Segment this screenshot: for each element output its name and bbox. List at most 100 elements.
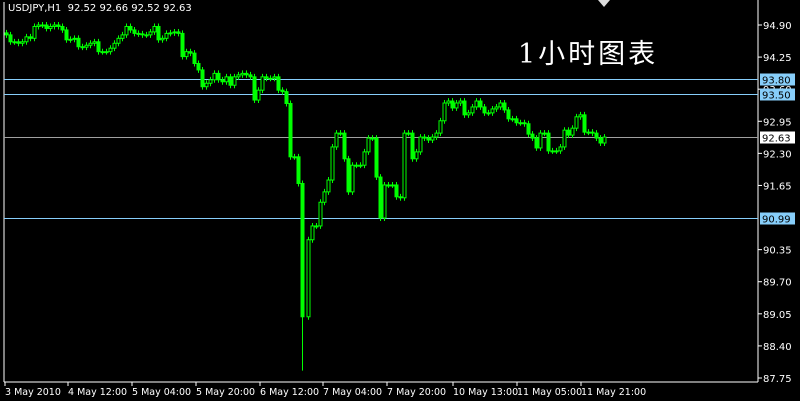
candle-bear [180, 32, 185, 58]
candle-bull [570, 127, 575, 136]
candle-bull [260, 76, 265, 91]
candle-bull [366, 137, 371, 153]
candle-bull [84, 44, 89, 48]
candle-bull [458, 100, 463, 104]
candle-bull [418, 136, 423, 153]
candle-bear [478, 100, 483, 108]
price-label-box [760, 212, 795, 225]
candle-bull [518, 122, 523, 125]
candle-bull [88, 42, 93, 46]
candle-bear [506, 109, 511, 120]
candle-bear [140, 33, 145, 36]
candle-bull [24, 36, 29, 43]
candle-bear [132, 29, 137, 34]
candle-bear [514, 118, 519, 124]
candle-bull [498, 102, 503, 108]
candle-bull [224, 76, 229, 83]
candle-bull [362, 151, 367, 166]
candle-bull [322, 191, 327, 203]
candle-bull [92, 41, 97, 44]
candle-bull [32, 25, 37, 39]
candle-bull [414, 151, 419, 160]
candle-bear [422, 136, 427, 139]
candle-bear [192, 52, 197, 65]
symbol-readout: USDJPY,H1 92.52 92.66 92.52 92.63 [8, 3, 192, 14]
candle-bull [454, 102, 459, 109]
candle-bull [124, 25, 129, 36]
candle-bull [586, 131, 591, 134]
candle-bull [538, 132, 543, 149]
candle-bear [44, 24, 49, 29]
price-label-90.99: 90.99 [762, 215, 791, 226]
y-tick-label: 89.05 [763, 310, 792, 321]
candle-bull [578, 114, 583, 118]
price-label-92.63: 92.63 [762, 134, 791, 145]
candle-bull [306, 239, 311, 318]
candle-bull [160, 37, 165, 41]
x-tick-label: 7 May 04:00 [323, 387, 382, 398]
candle-bear [284, 91, 289, 104]
x-tick-label: 11 May 21:00 [581, 387, 646, 398]
candle-bull [358, 164, 363, 167]
candle-bull [240, 72, 245, 76]
candle-bear [220, 79, 225, 83]
candle-bear [534, 137, 539, 149]
candle-bull [12, 41, 17, 44]
candle-bear [188, 51, 193, 54]
candle-bear [16, 41, 21, 44]
candle-bull [314, 225, 319, 228]
candle-bull [386, 184, 391, 187]
candle-bull [100, 51, 105, 54]
candle-bear [8, 34, 13, 43]
candle-bear [28, 36, 33, 39]
candle-bull [354, 164, 359, 167]
candle-bear [216, 72, 221, 81]
candle-bull [338, 132, 343, 135]
candle-bull [104, 51, 109, 54]
price-label-93.50: 93.50 [762, 91, 791, 102]
candle-bear [502, 102, 507, 111]
candle-bull [68, 38, 73, 41]
candle-bear [546, 132, 551, 152]
candle-bull [184, 51, 189, 58]
candle-bear [582, 114, 587, 133]
candle-bear [594, 132, 599, 139]
candle-bear [276, 76, 281, 91]
candle-bull [402, 132, 407, 199]
candle-bull [152, 25, 157, 33]
candle-bull [204, 82, 209, 88]
candle-bull [148, 31, 153, 36]
price-label-93.80: 93.80 [762, 76, 791, 87]
candle-bull [256, 89, 261, 101]
symbol-label: USDJPY,H1 [8, 3, 62, 14]
candle-bull [550, 150, 555, 153]
candle-bear [378, 176, 383, 219]
candle-bull [542, 132, 547, 135]
chart-annotation: 1小时图表 [518, 39, 659, 70]
x-tick-label: 5 May 20:00 [196, 387, 255, 398]
candle-bull [334, 132, 339, 148]
y-tick-label: 92.30 [763, 149, 792, 160]
candle-bull [350, 164, 355, 193]
x-tick-label: 7 May 20:00 [387, 387, 446, 398]
candle-bull [486, 112, 491, 115]
y-tick-label: 87.75 [763, 374, 792, 385]
x-tick-label: 6 May 12:00 [260, 387, 319, 398]
candle-bull [20, 41, 25, 44]
candle-bull [52, 24, 57, 27]
chart-shift-marker-icon [598, 0, 610, 7]
ohlc-readout: 92.52 92.66 92.52 92.63 [67, 3, 192, 14]
candle-bull [574, 116, 579, 129]
candle-bull [406, 132, 411, 135]
candle-bull [116, 37, 121, 44]
candle-bull [72, 37, 77, 40]
candle-bear [128, 25, 133, 31]
candle-bear [566, 129, 571, 136]
candle-bear [296, 156, 301, 184]
candle-bull [36, 24, 41, 27]
candle-bull [232, 76, 237, 86]
candle-bull [292, 156, 297, 159]
candle-bear [60, 25, 65, 31]
candle-bull [40, 24, 45, 27]
